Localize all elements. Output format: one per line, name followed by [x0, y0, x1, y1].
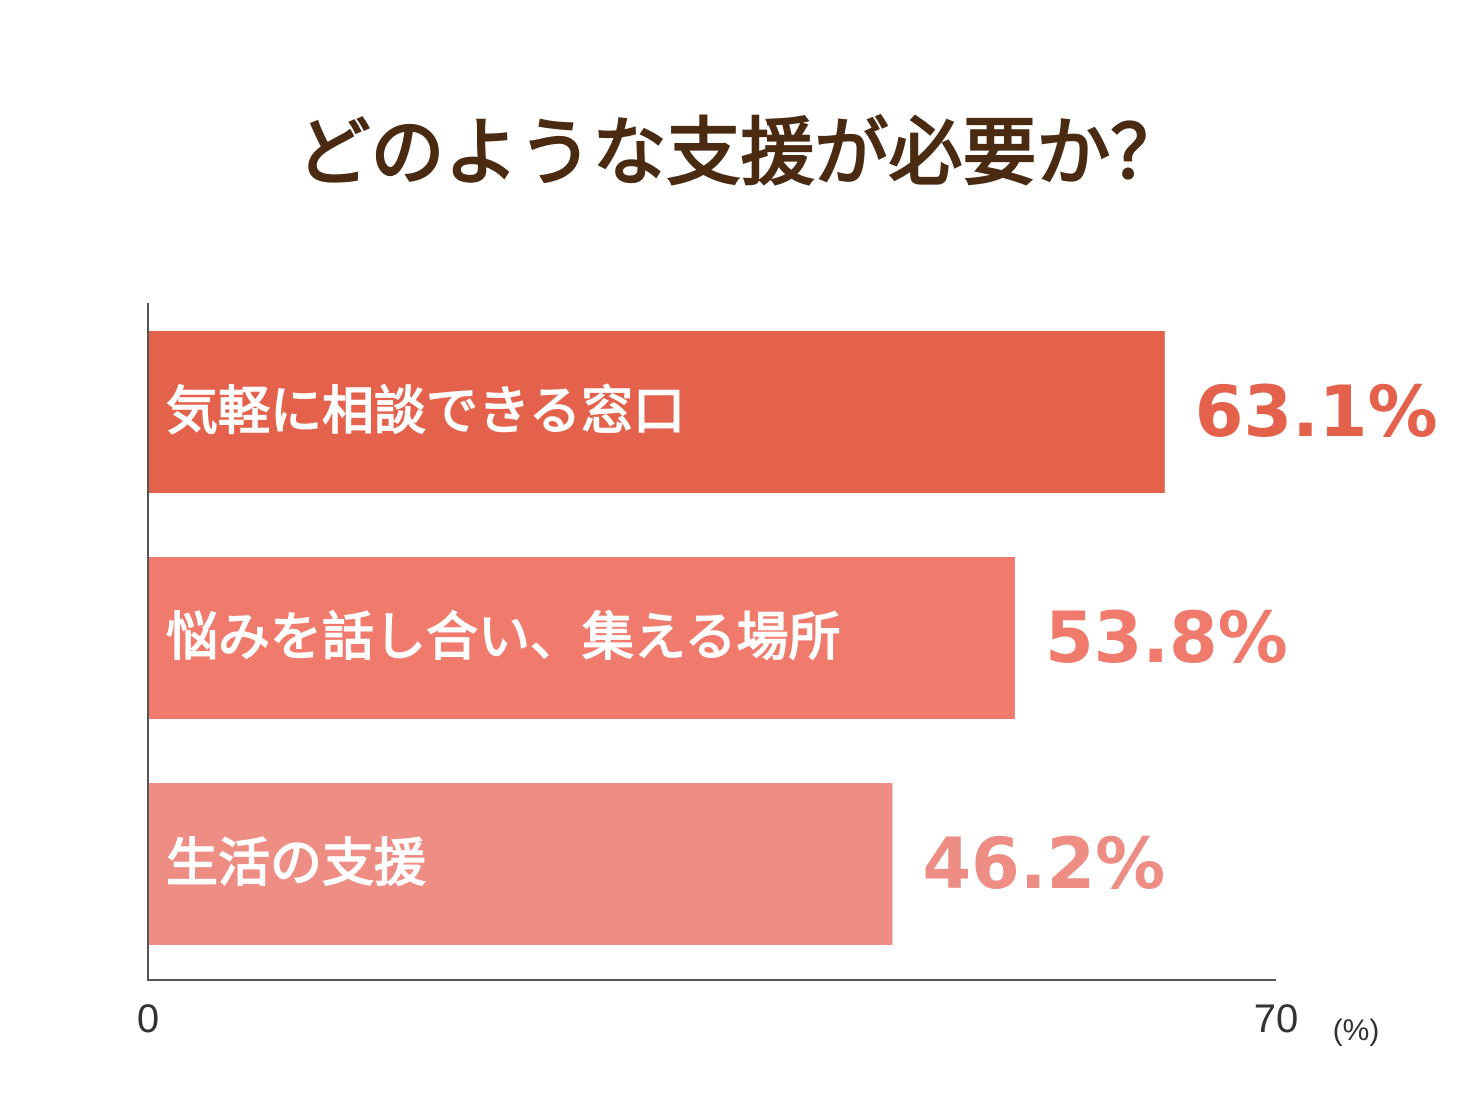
- bar-value-label-1: 63.1%: [1195, 371, 1438, 453]
- x-tick-label-max: 70: [1254, 997, 1299, 1041]
- bars-layer: 気軽に相談できる窓口 63.1% 悩みを話し合い、集える場所 53.8% 生活の支援 46…: [148, 331, 1438, 945]
- bar-1: [148, 331, 1165, 493]
- bar-value-label-3: 46.2%: [922, 823, 1165, 905]
- x-axis-unit-label: (%): [1333, 1014, 1380, 1047]
- x-tick-label-min: 0: [137, 997, 159, 1041]
- bar-3: [148, 783, 893, 945]
- chart-title: どのような支援が必要か？: [296, 110, 1185, 196]
- bar-category-label-2: 悩みを話し合い、集える場所: [166, 608, 840, 668]
- bar-value-label-2: 53.8%: [1045, 597, 1288, 679]
- bar-category-label-3: 生活の支援: [166, 834, 427, 894]
- bar-category-label-1: 気軽に相談できる窓口: [166, 382, 685, 442]
- bar-2: [148, 557, 1015, 719]
